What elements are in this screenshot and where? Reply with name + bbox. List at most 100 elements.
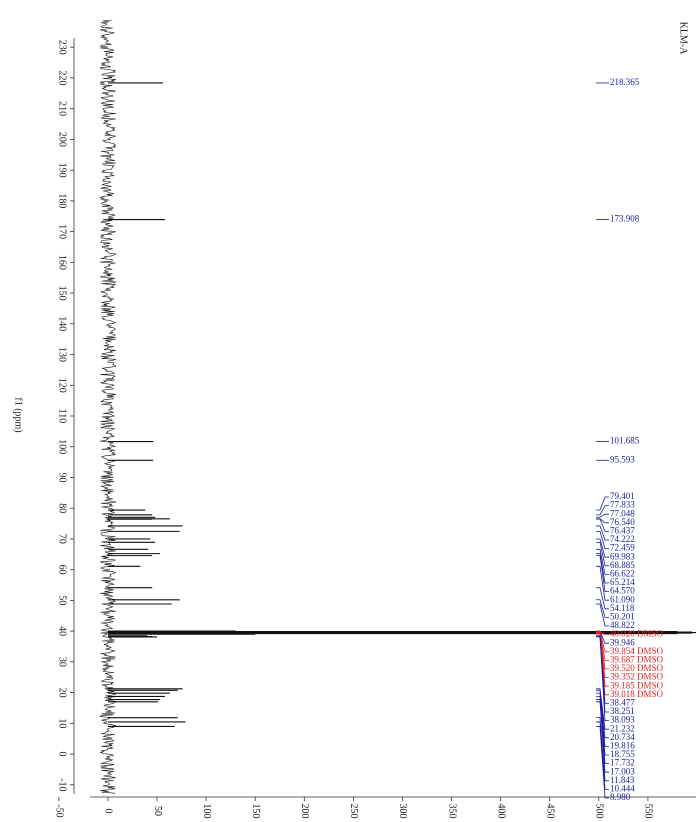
peak-label: 20.734: [610, 732, 635, 742]
peak-leader: [596, 721, 609, 790]
x-axis-label: f1 (ppm): [13, 397, 24, 432]
peak-label: 39.946: [610, 637, 635, 647]
peak-leader: [596, 548, 609, 575]
peak-leader: [596, 631, 609, 653]
peak-leader: [596, 599, 609, 618]
ppm-tick-label: 20: [57, 688, 68, 698]
peak-leader: [596, 689, 609, 739]
intensity-tick-label: 300: [397, 804, 408, 819]
peak-label: 48.822: [610, 620, 635, 630]
peak-leader: [596, 565, 609, 601]
peak-leader: [596, 692, 609, 747]
peak-label: 38.251: [610, 706, 635, 716]
ppm-tick-label: 140: [57, 316, 68, 331]
peak-leader: [596, 518, 609, 532]
ppm-tick-label: 160: [57, 255, 68, 270]
peak-label: 66.622: [610, 568, 635, 578]
peak-leader: [596, 696, 609, 756]
peak-leader: [596, 717, 609, 782]
ppm-tick-label: 200: [57, 132, 68, 147]
peak-leader: [596, 701, 609, 773]
peak-label: 74.222: [610, 534, 635, 544]
ppm-tick-label: 170: [57, 224, 68, 239]
ppm-tick-label: 80: [57, 503, 68, 513]
peak-leader: [596, 555, 609, 592]
peak-label: 40.020 DMSO: [610, 629, 664, 639]
peak-label: 95.593: [610, 454, 635, 464]
baseline-noise: [99, 19, 117, 795]
peak-label: 17.732: [610, 758, 635, 768]
intensity-tick-label: -50: [54, 804, 65, 817]
intensity-tick-label: 50: [152, 806, 163, 816]
peak-leader: [596, 587, 609, 610]
peak-label: 68.885: [610, 560, 635, 570]
peak-label: 11.843: [610, 775, 635, 785]
peak-label: 19.816: [610, 740, 635, 750]
peak-label: 101.685: [610, 436, 640, 446]
spectrum: [99, 19, 696, 795]
peak-leader: [596, 636, 609, 721]
intensity-tick-label: 500: [594, 804, 605, 819]
peak-leader: [596, 513, 609, 518]
peak-label: 38.093: [610, 715, 635, 725]
peak-leader: [596, 538, 609, 558]
ppm-tick-label: 40: [57, 626, 68, 636]
peak-leader: [596, 632, 609, 670]
intensity-tick-label: 150: [250, 804, 261, 819]
peak-label: 79.401: [610, 491, 635, 501]
peak-label: 10.444: [610, 783, 635, 793]
peak-label: 76.540: [610, 517, 635, 527]
ppm-tick-label: 180: [57, 193, 68, 208]
peak-leader: [596, 505, 609, 516]
peak-label: 173.908: [610, 214, 640, 224]
peak-leader: [596, 603, 609, 627]
ppm-tick-label: 30: [57, 657, 68, 667]
peak-leader: [596, 631, 609, 661]
peak-label: 39.185 DMSO: [610, 680, 664, 690]
ppm-tick-label: 210: [57, 101, 68, 116]
ppm-tick-label: 220: [57, 70, 68, 85]
peak-leader: [596, 553, 609, 584]
ppm-tick-label: 50: [57, 595, 68, 605]
peak-label: 39.687 DMSO: [610, 654, 664, 664]
peak-label: 21.232: [610, 723, 635, 733]
ppm-tick-label: -10: [57, 778, 68, 791]
ppm-tick-label: 230: [57, 40, 68, 55]
peak-leader: [596, 688, 609, 730]
ppm-tick-label: 70: [57, 534, 68, 544]
peak-label: 218.365: [610, 77, 640, 87]
peak-label: 39.352 DMSO: [610, 672, 664, 682]
peak-leader: [596, 726, 609, 799]
peak-label: 39.854 DMSO: [610, 646, 664, 656]
peak-label: 39.018 DMSO: [610, 689, 664, 699]
intensity-tick-label: 550: [643, 804, 654, 819]
peak-label: 39.520 DMSO: [610, 663, 664, 673]
intensity-tick-label: 450: [544, 804, 555, 819]
intensity-tick-label: 350: [446, 804, 457, 819]
peak-label: 18.755: [610, 749, 635, 759]
peak-label: 64.570: [610, 586, 635, 596]
intensity-tick-label: 400: [495, 804, 506, 819]
peak-label: 54.118: [610, 603, 635, 613]
peak-label: 77.833: [610, 500, 635, 510]
peak-label: 65.214: [610, 577, 635, 587]
peak-label: 77.048: [610, 508, 635, 518]
intensity-tick-label: 200: [299, 804, 310, 819]
peak-leader: [596, 541, 609, 567]
ppm-tick-label: 90: [57, 472, 68, 482]
ppm-tick-label: 150: [57, 286, 68, 301]
peak-label: 69.983: [610, 551, 635, 561]
peak-leader: [596, 632, 609, 678]
ppm-tick-label: 190: [57, 163, 68, 178]
ppm-tick-label: 10: [57, 718, 68, 728]
chart-title: KLM-A: [678, 22, 689, 56]
peak-leader: [596, 525, 609, 541]
peak-label: 38.477: [610, 697, 635, 707]
peak-leader: [596, 530, 609, 549]
ppm-tick-label: 60: [57, 565, 68, 575]
peak-label: 8.980: [610, 792, 631, 802]
peak-label: 72.459: [610, 543, 635, 553]
intensity-tick-label: 0: [103, 809, 114, 814]
ppm-tick-label: 110: [57, 409, 68, 424]
ppm-tick-label: 0: [57, 752, 68, 757]
